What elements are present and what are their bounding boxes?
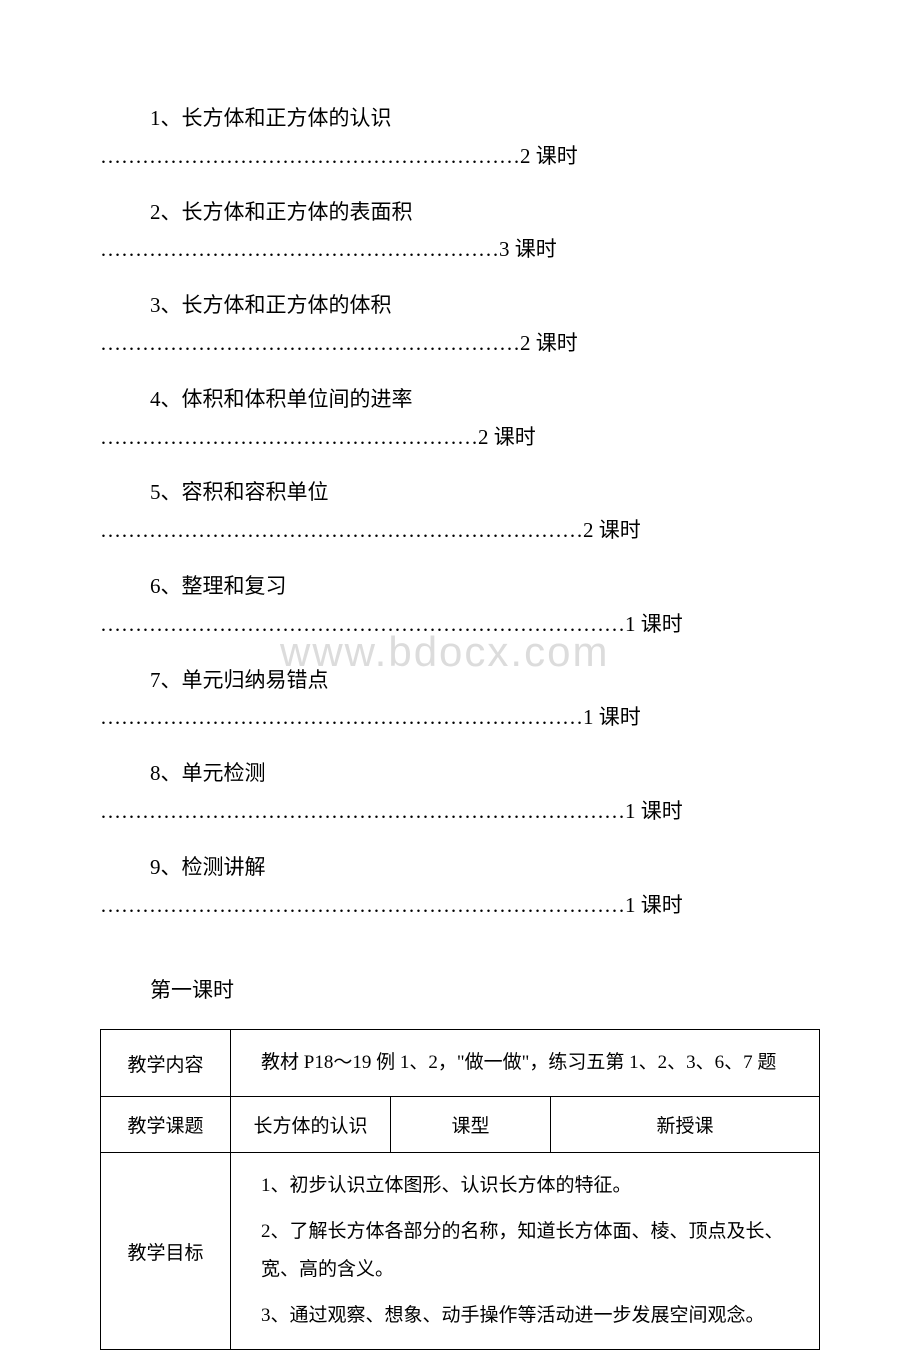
toc-title-text: 长方体和正方体的表面积 — [182, 200, 413, 224]
toc-dots: ………………………………………………………………… — [100, 799, 625, 823]
label-teaching-topic: 教学课题 — [101, 1097, 231, 1153]
toc-num: 1、 — [150, 106, 182, 130]
toc-item: 4、体积和体积单位间的进率 ………………………………………………2 课时 — [100, 381, 820, 457]
toc-dots: …………………………………………………………… — [100, 705, 583, 729]
toc-item: 7、单元归纳易错点 ……………………………………………………………1 课时 — [100, 662, 820, 738]
toc-title-text: 体积和体积单位间的进率 — [182, 387, 413, 411]
toc-title-text: 容积和容积单位 — [182, 480, 329, 504]
toc-item: 1、长方体和正方体的认识 ……………………………………………………2 课时 — [100, 100, 820, 176]
toc-dots: …………………………………………………… — [100, 144, 520, 168]
lesson-heading: 第一课时 — [100, 974, 820, 1004]
toc-item: 8、单元检测 …………………………………………………………………1 课时 — [100, 755, 820, 831]
toc-hours: 1 课时 — [583, 705, 641, 729]
objective-item: 3、通过观察、想象、动手操作等活动进一步发展空间观念。 — [261, 1297, 809, 1335]
teaching-topic-value: 长方体的认识 — [231, 1097, 391, 1153]
toc-hours: 2 课时 — [520, 144, 578, 168]
toc-title-text: 长方体和正方体的认识 — [182, 106, 392, 130]
label-class-type: 课型 — [391, 1097, 551, 1153]
label-teaching-content: 教学内容 — [101, 1030, 231, 1097]
table-row: 教学内容 教材 P18～19 例 1、2，"做一做"，练习五第 1、2、3、6、… — [101, 1030, 820, 1097]
toc-hours: 2 课时 — [478, 425, 536, 449]
toc-dots: ………………………………………………… — [100, 237, 499, 261]
teaching-objectives-value: 1、初步认识立体图形、认识长方体的特征。 2、了解长方体各部分的名称，知道长方体… — [231, 1153, 820, 1350]
toc-title-text: 长方体和正方体的体积 — [182, 293, 392, 317]
toc-dots: ……………………………………………… — [100, 425, 478, 449]
toc-num: 4、 — [150, 387, 182, 411]
toc-item: 5、容积和容积单位 ……………………………………………………………2 课时 — [100, 474, 820, 550]
table-row: 教学课题 长方体的认识 课型 新授课 — [101, 1097, 820, 1153]
toc-num: 7、 — [150, 668, 182, 692]
toc-hours: 1 课时 — [625, 893, 683, 917]
toc-hours: 2 课时 — [520, 331, 578, 355]
toc-dots: ………………………………………………………………… — [100, 893, 625, 917]
toc-item: 3、长方体和正方体的体积 ……………………………………………………2 课时 — [100, 287, 820, 363]
toc-num: 3、 — [150, 293, 182, 317]
page-content: 1、长方体和正方体的认识 ……………………………………………………2 课时 2、… — [100, 100, 820, 1350]
class-type-value: 新授课 — [551, 1097, 820, 1153]
teaching-content-value: 教材 P18～19 例 1、2，"做一做"，练习五第 1、2、3、6、7 题 — [231, 1030, 820, 1097]
toc-hours: 1 课时 — [625, 612, 683, 636]
toc-num: 2、 — [150, 200, 182, 224]
toc-dots: …………………………………………………… — [100, 331, 520, 355]
toc-hours: 3 课时 — [499, 237, 557, 261]
toc-dots: …………………………………………………………… — [100, 518, 583, 542]
toc-item: 6、整理和复习 …………………………………………………………………1 课时 — [100, 568, 820, 644]
toc-num: 9、 — [150, 855, 182, 879]
toc-title-text: 单元检测 — [182, 761, 266, 785]
toc-num: 8、 — [150, 761, 182, 785]
table-row: 教学目标 1、初步认识立体图形、认识长方体的特征。 2、了解长方体各部分的名称，… — [101, 1153, 820, 1350]
toc-hours: 1 课时 — [625, 799, 683, 823]
toc-title-text: 整理和复习 — [182, 574, 287, 598]
toc-item: 2、长方体和正方体的表面积 …………………………………………………3 课时 — [100, 194, 820, 270]
label-teaching-objectives: 教学目标 — [101, 1153, 231, 1350]
toc-num: 6、 — [150, 574, 182, 598]
toc-hours: 2 课时 — [583, 518, 641, 542]
toc-dots: ………………………………………………………………… — [100, 612, 625, 636]
toc-num: 5、 — [150, 480, 182, 504]
toc-section: 1、长方体和正方体的认识 ……………………………………………………2 课时 2、… — [100, 100, 820, 924]
toc-title-text: 检测讲解 — [182, 855, 266, 879]
toc-item: 9、检测讲解 …………………………………………………………………1 课时 — [100, 849, 820, 925]
objective-item: 1、初步认识立体图形、认识长方体的特征。 — [261, 1167, 809, 1205]
toc-title-text: 单元归纳易错点 — [182, 668, 329, 692]
objective-item: 2、了解长方体各部分的名称，知道长方体面、棱、顶点及长、宽、高的含义。 — [261, 1213, 809, 1289]
